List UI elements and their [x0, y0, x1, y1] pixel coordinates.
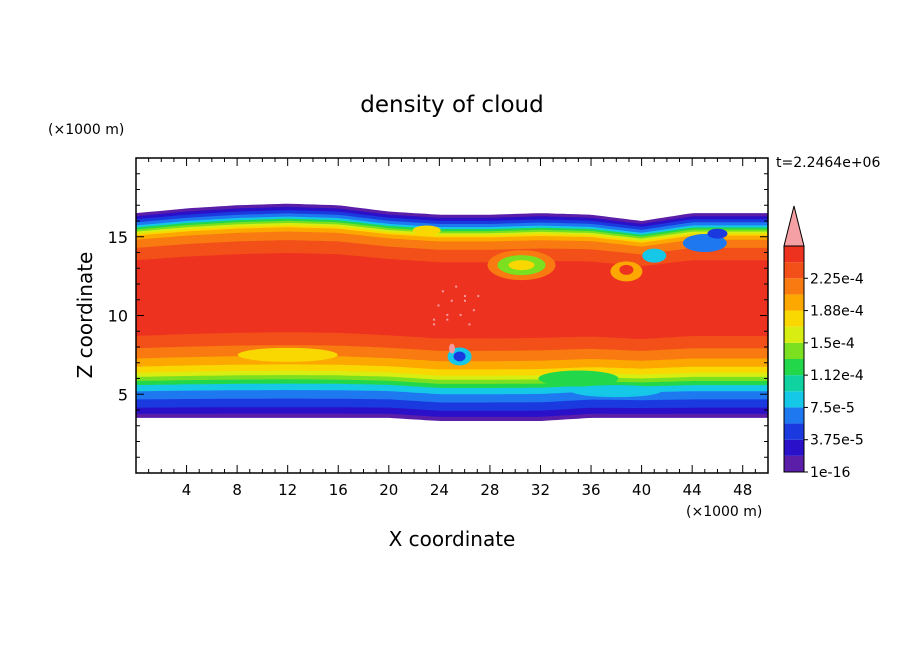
colorbar-segment — [784, 375, 804, 392]
colorbar-extend-arrow — [783, 205, 805, 247]
cloud-speckle — [468, 323, 471, 326]
cloud-speckle — [441, 290, 444, 293]
y-axis-unit: (×1000 m) — [48, 122, 124, 138]
y-axis-label: Z coordinate — [73, 252, 97, 379]
y-tick-label: 10 — [108, 307, 128, 326]
x-tick-label: 44 — [683, 481, 702, 499]
cloud-speckle — [477, 295, 480, 298]
colorbar-frame — [783, 245, 805, 473]
colorbar-segment — [784, 439, 804, 456]
colorbar-label: 1.12e-4 — [810, 368, 864, 384]
y-tick-label: 15 — [108, 228, 128, 247]
cloud-speckle — [464, 295, 467, 298]
x-axis-label: X coordinate — [389, 527, 516, 551]
cloud-speckle — [450, 299, 453, 302]
colorbar-label: 1.88e-4 — [810, 304, 864, 320]
cloud-feature — [707, 228, 728, 239]
colorbar-segment — [784, 423, 804, 440]
colorbar: 1e-16 3.75e-5 7.5e-5 1.12e-4 1.5e-4 1.88e-4 2.… — [783, 205, 864, 481]
x-tick-label: 8 — [232, 481, 242, 499]
cloud-speckle — [437, 304, 440, 307]
cloud-speckle — [433, 323, 436, 326]
cloud-feature — [571, 385, 662, 398]
x-tick-label: 16 — [329, 481, 348, 499]
x-tick-label: 28 — [480, 481, 499, 499]
x-axis-unit: (×1000 m) — [686, 504, 762, 520]
cloud-feature — [682, 234, 727, 253]
cloud-speckle — [472, 309, 475, 312]
chart-title: density of cloud — [360, 92, 543, 118]
colorbar-segment — [784, 294, 804, 311]
colorbar-segment — [784, 246, 804, 263]
cloud-speckle — [446, 318, 449, 321]
y-ticks: 5 10 15 — [108, 173, 768, 458]
x-tick-label: 4 — [182, 481, 192, 499]
cloud-layer — [136, 253, 768, 340]
x-tick-label: 20 — [379, 481, 398, 499]
cloud-speckle — [464, 299, 467, 302]
colorbar-segment — [784, 391, 804, 408]
colorbar-segment — [784, 359, 804, 376]
x-tick-label: 32 — [531, 481, 550, 499]
cloud-feature — [538, 370, 619, 387]
x-tick-label: 12 — [278, 481, 297, 499]
cloud-field — [136, 203, 768, 421]
cloud-speckle — [459, 313, 462, 316]
colorbar-label: 1e-16 — [810, 465, 850, 481]
x-tick-label: 48 — [733, 481, 752, 499]
x-ticks: 4 8 12 16 20 24 28 32 36 40 44 48 — [148, 158, 756, 499]
cloud-feature — [642, 248, 667, 263]
time-label: t=2.2464e+06 — [776, 155, 880, 171]
colorbar-label: 2.25e-4 — [810, 271, 864, 287]
cloud-feature — [508, 260, 535, 271]
colorbar-label: 1.5e-4 — [810, 336, 855, 352]
colorbar-segment — [784, 342, 804, 359]
cloud-feature — [449, 343, 455, 354]
cloud-speckle — [446, 313, 449, 316]
x-tick-label: 24 — [430, 481, 449, 499]
colorbar-segment — [784, 407, 804, 424]
colorbar-label: 7.5e-5 — [810, 400, 855, 416]
colorbar-label: 3.75e-5 — [810, 433, 864, 449]
x-tick-label: 40 — [632, 481, 651, 499]
cloud-feature — [619, 264, 634, 275]
y-tick-label: 5 — [118, 385, 128, 404]
cloud-feature — [453, 351, 466, 362]
cloud-feature — [412, 225, 441, 236]
colorbar-segment — [784, 326, 804, 343]
x-tick-label: 36 — [581, 481, 600, 499]
colorbar-segment — [784, 278, 804, 295]
cloud-speckle — [455, 285, 458, 288]
colorbar-segment — [784, 455, 804, 472]
colorbar-segment — [784, 310, 804, 327]
colorbar-segment — [784, 262, 804, 279]
cloud-speckle — [433, 318, 436, 321]
cloud-feature — [237, 347, 338, 362]
